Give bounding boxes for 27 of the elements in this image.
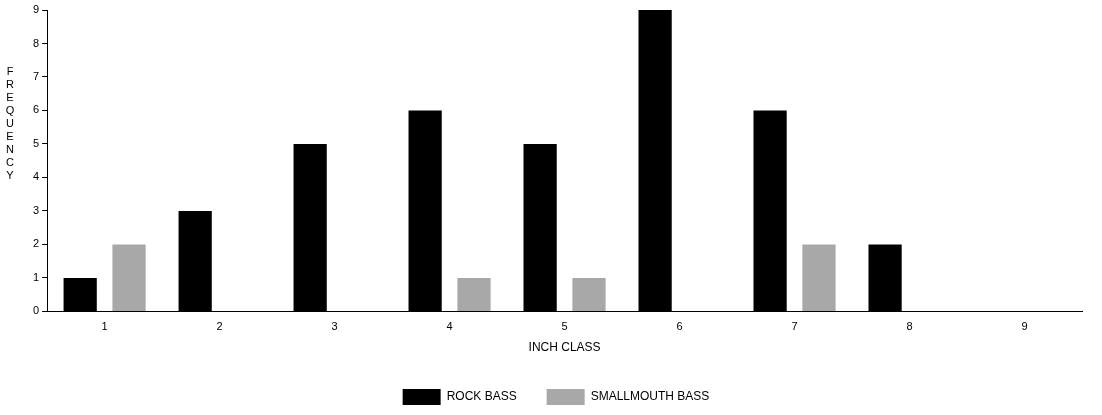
y-tick-label: 1 — [32, 270, 40, 283]
y-axis-title: FREQUENCY — [4, 65, 16, 182]
legend-label: SMALLMOUTH BASS — [590, 389, 710, 404]
x-tick-label: 4 — [446, 320, 453, 333]
x-tick-label: 6 — [676, 320, 683, 333]
y-tick-label: 2 — [32, 237, 40, 250]
bar — [572, 277, 606, 311]
bar — [457, 277, 491, 311]
x-tick-label: 7 — [791, 320, 798, 333]
x-tick-label: 9 — [1021, 320, 1028, 333]
y-tick-label: 5 — [32, 136, 40, 149]
x-tick-label: 8 — [906, 320, 913, 333]
y-tick-label: 9 — [32, 3, 40, 16]
legend-label: ROCK BASS — [446, 389, 517, 404]
y-tick-label: 0 — [32, 304, 40, 317]
y-tick-label: 4 — [32, 170, 40, 183]
bar — [802, 244, 836, 311]
x-tick-label: 2 — [216, 320, 223, 333]
x-tick-label: 5 — [561, 320, 568, 333]
bar — [112, 244, 146, 311]
y-tick-label: 6 — [32, 103, 40, 116]
y-tick-label: 8 — [32, 36, 40, 49]
x-tick-label: 1 — [101, 320, 108, 333]
y-tick-label: 3 — [32, 203, 40, 216]
x-tick-label: 3 — [331, 320, 338, 333]
x-axis-title: INCH CLASS — [528, 340, 601, 355]
y-tick-label: 7 — [32, 70, 40, 83]
